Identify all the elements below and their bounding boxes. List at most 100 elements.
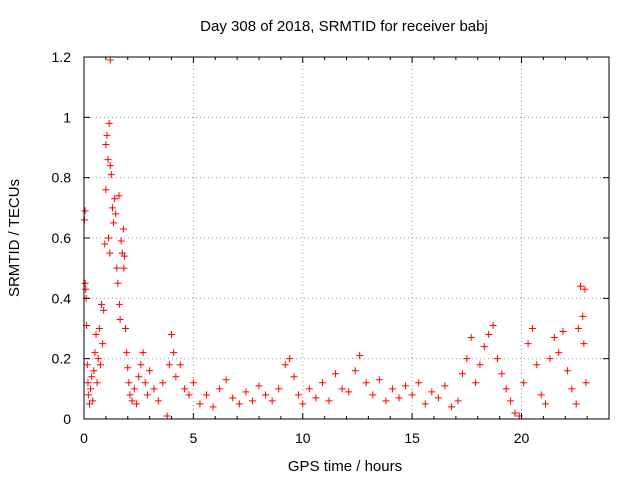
data-point	[106, 56, 114, 64]
data-point	[104, 156, 112, 164]
data-point	[176, 361, 184, 369]
data-point	[203, 391, 210, 399]
data-point	[235, 400, 243, 408]
data-point	[480, 343, 488, 351]
data-point	[106, 249, 114, 257]
data-point	[408, 391, 416, 399]
data-point	[485, 331, 493, 339]
data-point	[123, 349, 131, 357]
y-tick-label: 0.8	[52, 170, 72, 186]
data-point	[458, 370, 466, 378]
data-point	[181, 385, 189, 393]
data-point	[338, 385, 346, 393]
data-point	[275, 385, 283, 393]
data-point	[111, 195, 119, 203]
data-point	[85, 400, 93, 408]
data-point	[114, 279, 122, 287]
y-tick-label: 0	[63, 411, 71, 427]
data-point	[102, 140, 110, 148]
data-point	[507, 397, 515, 405]
data-point	[125, 379, 133, 387]
y-axis-label: SRMTID / TECUs	[6, 179, 23, 297]
data-point	[88, 373, 96, 381]
x-axis-ticks: 0 5 10 15 20	[80, 57, 610, 446]
data-point	[84, 391, 92, 399]
data-point	[454, 397, 462, 405]
data-point	[101, 240, 109, 248]
data-point	[568, 385, 576, 393]
x-axis-label: GPS time / hours	[288, 458, 402, 475]
data-point	[81, 207, 89, 215]
x-tick-label: 5	[189, 430, 197, 446]
data-point	[563, 367, 571, 375]
data-point	[502, 385, 510, 393]
data-point	[91, 349, 99, 357]
data-point	[124, 364, 132, 372]
data-point	[356, 352, 364, 360]
data-point	[533, 361, 541, 369]
data-point	[216, 385, 224, 393]
x-tick-label: 10	[295, 430, 311, 446]
data-point	[105, 119, 113, 127]
data-points	[80, 56, 590, 420]
data-point	[428, 388, 436, 396]
data-point	[120, 264, 128, 272]
data-point	[135, 373, 143, 381]
data-point	[255, 382, 263, 390]
data-point	[117, 237, 125, 245]
data-point	[89, 397, 97, 405]
data-point	[441, 382, 449, 390]
data-point	[579, 312, 587, 320]
data-point	[248, 397, 256, 405]
data-point	[168, 331, 175, 339]
data-point	[110, 219, 118, 227]
data-point	[137, 361, 145, 369]
data-point	[286, 355, 294, 363]
data-point	[81, 279, 89, 287]
data-point	[281, 361, 289, 369]
data-point	[222, 376, 230, 384]
data-point	[345, 388, 353, 396]
data-point	[362, 379, 370, 387]
data-point	[369, 391, 377, 399]
data-point	[294, 391, 302, 399]
data-point	[332, 370, 340, 378]
data-point	[96, 361, 104, 369]
data-point	[92, 331, 100, 339]
data-point	[209, 403, 217, 411]
data-point	[472, 379, 480, 387]
data-point	[434, 394, 442, 402]
data-point	[163, 412, 171, 420]
data-point	[141, 379, 149, 387]
data-point	[130, 385, 138, 393]
data-point	[467, 334, 475, 342]
data-point	[325, 397, 333, 405]
data-point	[102, 186, 110, 194]
data-point	[107, 171, 115, 179]
data-point	[305, 385, 313, 393]
data-point	[150, 385, 158, 393]
data-point	[103, 131, 111, 139]
data-point	[196, 400, 204, 408]
data-point	[493, 355, 501, 363]
data-point	[94, 355, 102, 363]
y-tick-label: 1	[63, 109, 71, 125]
data-point	[511, 409, 519, 417]
y-tick-label: 0.6	[52, 230, 72, 246]
data-point	[388, 385, 396, 393]
y-tick-label: 0.2	[52, 351, 72, 367]
x-tick-label: 20	[514, 430, 530, 446]
data-point	[143, 391, 151, 399]
data-point	[84, 379, 92, 387]
data-point	[581, 285, 589, 293]
data-point	[498, 370, 506, 378]
data-point	[375, 376, 383, 384]
data-point	[402, 382, 410, 390]
data-point	[112, 210, 120, 218]
data-point	[115, 192, 123, 200]
data-point	[93, 379, 101, 387]
data-point	[82, 285, 90, 293]
data-point	[395, 394, 403, 402]
data-point	[159, 379, 167, 387]
data-point	[120, 252, 128, 260]
